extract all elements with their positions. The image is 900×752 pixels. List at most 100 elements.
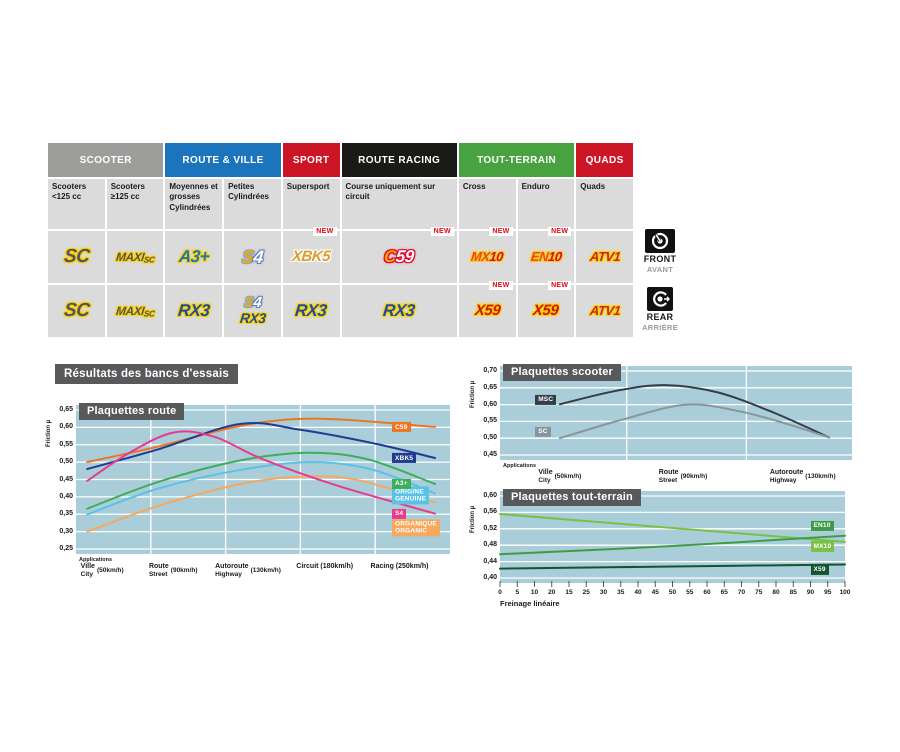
series-line-origine [86, 461, 436, 516]
logo-text: ATV1 [588, 249, 621, 265]
y-tick-label: 0,65 [59, 406, 73, 413]
x-tick-80: 80 [772, 589, 780, 596]
subheader-quads: Quads [576, 179, 633, 229]
y-tick-label: 0,50 [483, 434, 497, 442]
logo-text: 10 [546, 249, 563, 265]
x-tick-20: 20 [548, 589, 556, 596]
new-badge: NEW [489, 281, 513, 290]
y-tick-label: 0,48 [483, 541, 497, 549]
y-tick-label: 0,50 [59, 458, 73, 466]
legend-chip-x59: X59 [810, 564, 829, 575]
x-axis-title: Freinage linéaire [500, 599, 560, 608]
logo-rx3: RX3 [238, 310, 267, 327]
logo-rx3: RX3 [176, 301, 211, 321]
logo-text: SC [142, 253, 155, 264]
friction-axis-label: Friction µ [470, 380, 476, 408]
logo-text: X59 [532, 302, 560, 320]
y-tick-label: 0,60 [59, 423, 73, 431]
product-cell-rear-rx3: RX3 [165, 285, 223, 337]
front-brake-disc-icon [640, 229, 680, 253]
arriere-label: ARRIÈRE [642, 323, 678, 332]
new-badge: NEW [548, 281, 572, 290]
chart-toutterrain: 0,60 0,56 0,52 0,48 0,44 0,40 MX10 EN10 X59 Plaqu… [470, 486, 868, 612]
x-tick-0: 0 [498, 589, 502, 596]
subheader-moyennes-et-grosses-cylindr-es: Moyennes et grosses Cylindrées [165, 179, 223, 229]
logo-a3plus: A3+ [178, 247, 210, 266]
x-category-city: Ville City (50km/h) [80, 563, 124, 578]
series-line-s4 [86, 430, 436, 515]
y-tick-label: 0,70 [483, 367, 497, 374]
logo-text: 4 [252, 246, 265, 267]
logo-text: EN [529, 249, 549, 265]
x-tick-10: 10 [530, 589, 539, 596]
y-tick-label: 0,55 [59, 440, 73, 448]
logo-text: RX3 [294, 301, 328, 321]
series-line-msc [558, 384, 831, 439]
legend-chip-msc: MSC [535, 394, 557, 405]
legend-chip-xbk5: XBK5 [392, 453, 417, 464]
y-tick-label: 0,25 [59, 545, 73, 552]
new-badge: NEW [548, 227, 572, 236]
x-tick-25: 25 [582, 589, 590, 596]
group-header-scooter: SCOOTER [48, 143, 164, 177]
front-label: FRONT [643, 254, 677, 264]
front-position-block: FRONT AVANT [640, 229, 680, 274]
y-tick-label: 0,60 [483, 400, 497, 408]
x-category-city: Ville City (50km/h) [538, 469, 582, 484]
product-cell-front-a3plus: A3+ [165, 231, 223, 283]
avant-label: AVANT [646, 265, 674, 274]
logo-text: RX3 [176, 301, 211, 321]
product-cell-rear-maxisc: MAXISC [106, 285, 164, 337]
series-line-sc [558, 403, 831, 440]
x-tick-30: 30 [599, 589, 608, 596]
y-tick-label: 0,45 [59, 475, 73, 483]
legend-chip-a3: A3+ [392, 478, 411, 489]
series-line-c59 [86, 417, 436, 464]
logo-text: MX [470, 249, 491, 265]
x-category-highway: Autoroute Highway (130km/h) [215, 563, 281, 578]
product-cell-front-s4: S4 [224, 231, 281, 283]
series-line-a3 [86, 451, 436, 510]
y-tick-label: 0,56 [483, 508, 497, 516]
x-tick-85: 85 [789, 589, 797, 596]
series-line-x59 [499, 563, 846, 570]
legend-chip-organique: ORGANIQUE ORGANIC [392, 519, 440, 537]
subheader-course-uniquement-sur-circuit: Course uniquement sur circuit [341, 179, 457, 229]
logo-xbk5: XBK5 [291, 248, 331, 265]
legend-chip-sc: SC [535, 426, 551, 437]
logo-c59: C59 [383, 247, 415, 266]
product-cell-rear-rx3: RX3 [341, 285, 457, 337]
y-tick-label: 0,45 [483, 451, 497, 458]
product-cell-front-atv1: ATV1 [576, 231, 633, 283]
group-header-route-racing: ROUTE RACING [341, 143, 457, 177]
logo-text: X59 [473, 302, 501, 320]
logo-s4: S4 [241, 246, 265, 267]
chart-route: 0,65 0,60 0,55 0,50 0,45 0,40 0,35 0,30 0,25 ORGA… [46, 396, 463, 596]
x-tick-75: 75 [755, 589, 763, 596]
x-tick-55: 55 [686, 589, 694, 596]
y-tick-label: 0,30 [59, 527, 73, 535]
x-tick-5: 5 [515, 589, 520, 596]
subheader-petites-cylindr-es: Petites Cylindrées [224, 179, 281, 229]
x-tick-65: 65 [720, 589, 728, 596]
subheader-scooters-125-cc: Scooters ≥125 cc [106, 179, 164, 229]
x-tick-70: 70 [737, 589, 746, 596]
section-title: Résultats des bancs d'essais [55, 364, 238, 384]
chart-title-route: Plaquettes route [79, 403, 185, 420]
x-tick-95: 95 [824, 589, 832, 596]
x-category-racing: Racing (250km/h) [370, 563, 429, 570]
x-tick-100: 100 [839, 589, 851, 596]
product-cell-rear-x59: NEW X59 [517, 281, 575, 337]
product-cell-rear-atv1: ATV1 [576, 285, 633, 337]
series-line-organique [86, 475, 436, 533]
legend-chip-s4: S4 [392, 508, 407, 519]
logo-text: 10 [488, 249, 505, 265]
logo-sc: SC [63, 300, 91, 321]
product-cell-rear-x59: NEW X59 [458, 281, 516, 337]
logo-text: RX3 [238, 310, 267, 327]
new-badge: NEW [313, 227, 337, 236]
logo-atv1: ATV1 [588, 249, 621, 265]
y-tick-label: 0,35 [59, 510, 73, 518]
y-tick-label: 0,40 [483, 574, 497, 581]
